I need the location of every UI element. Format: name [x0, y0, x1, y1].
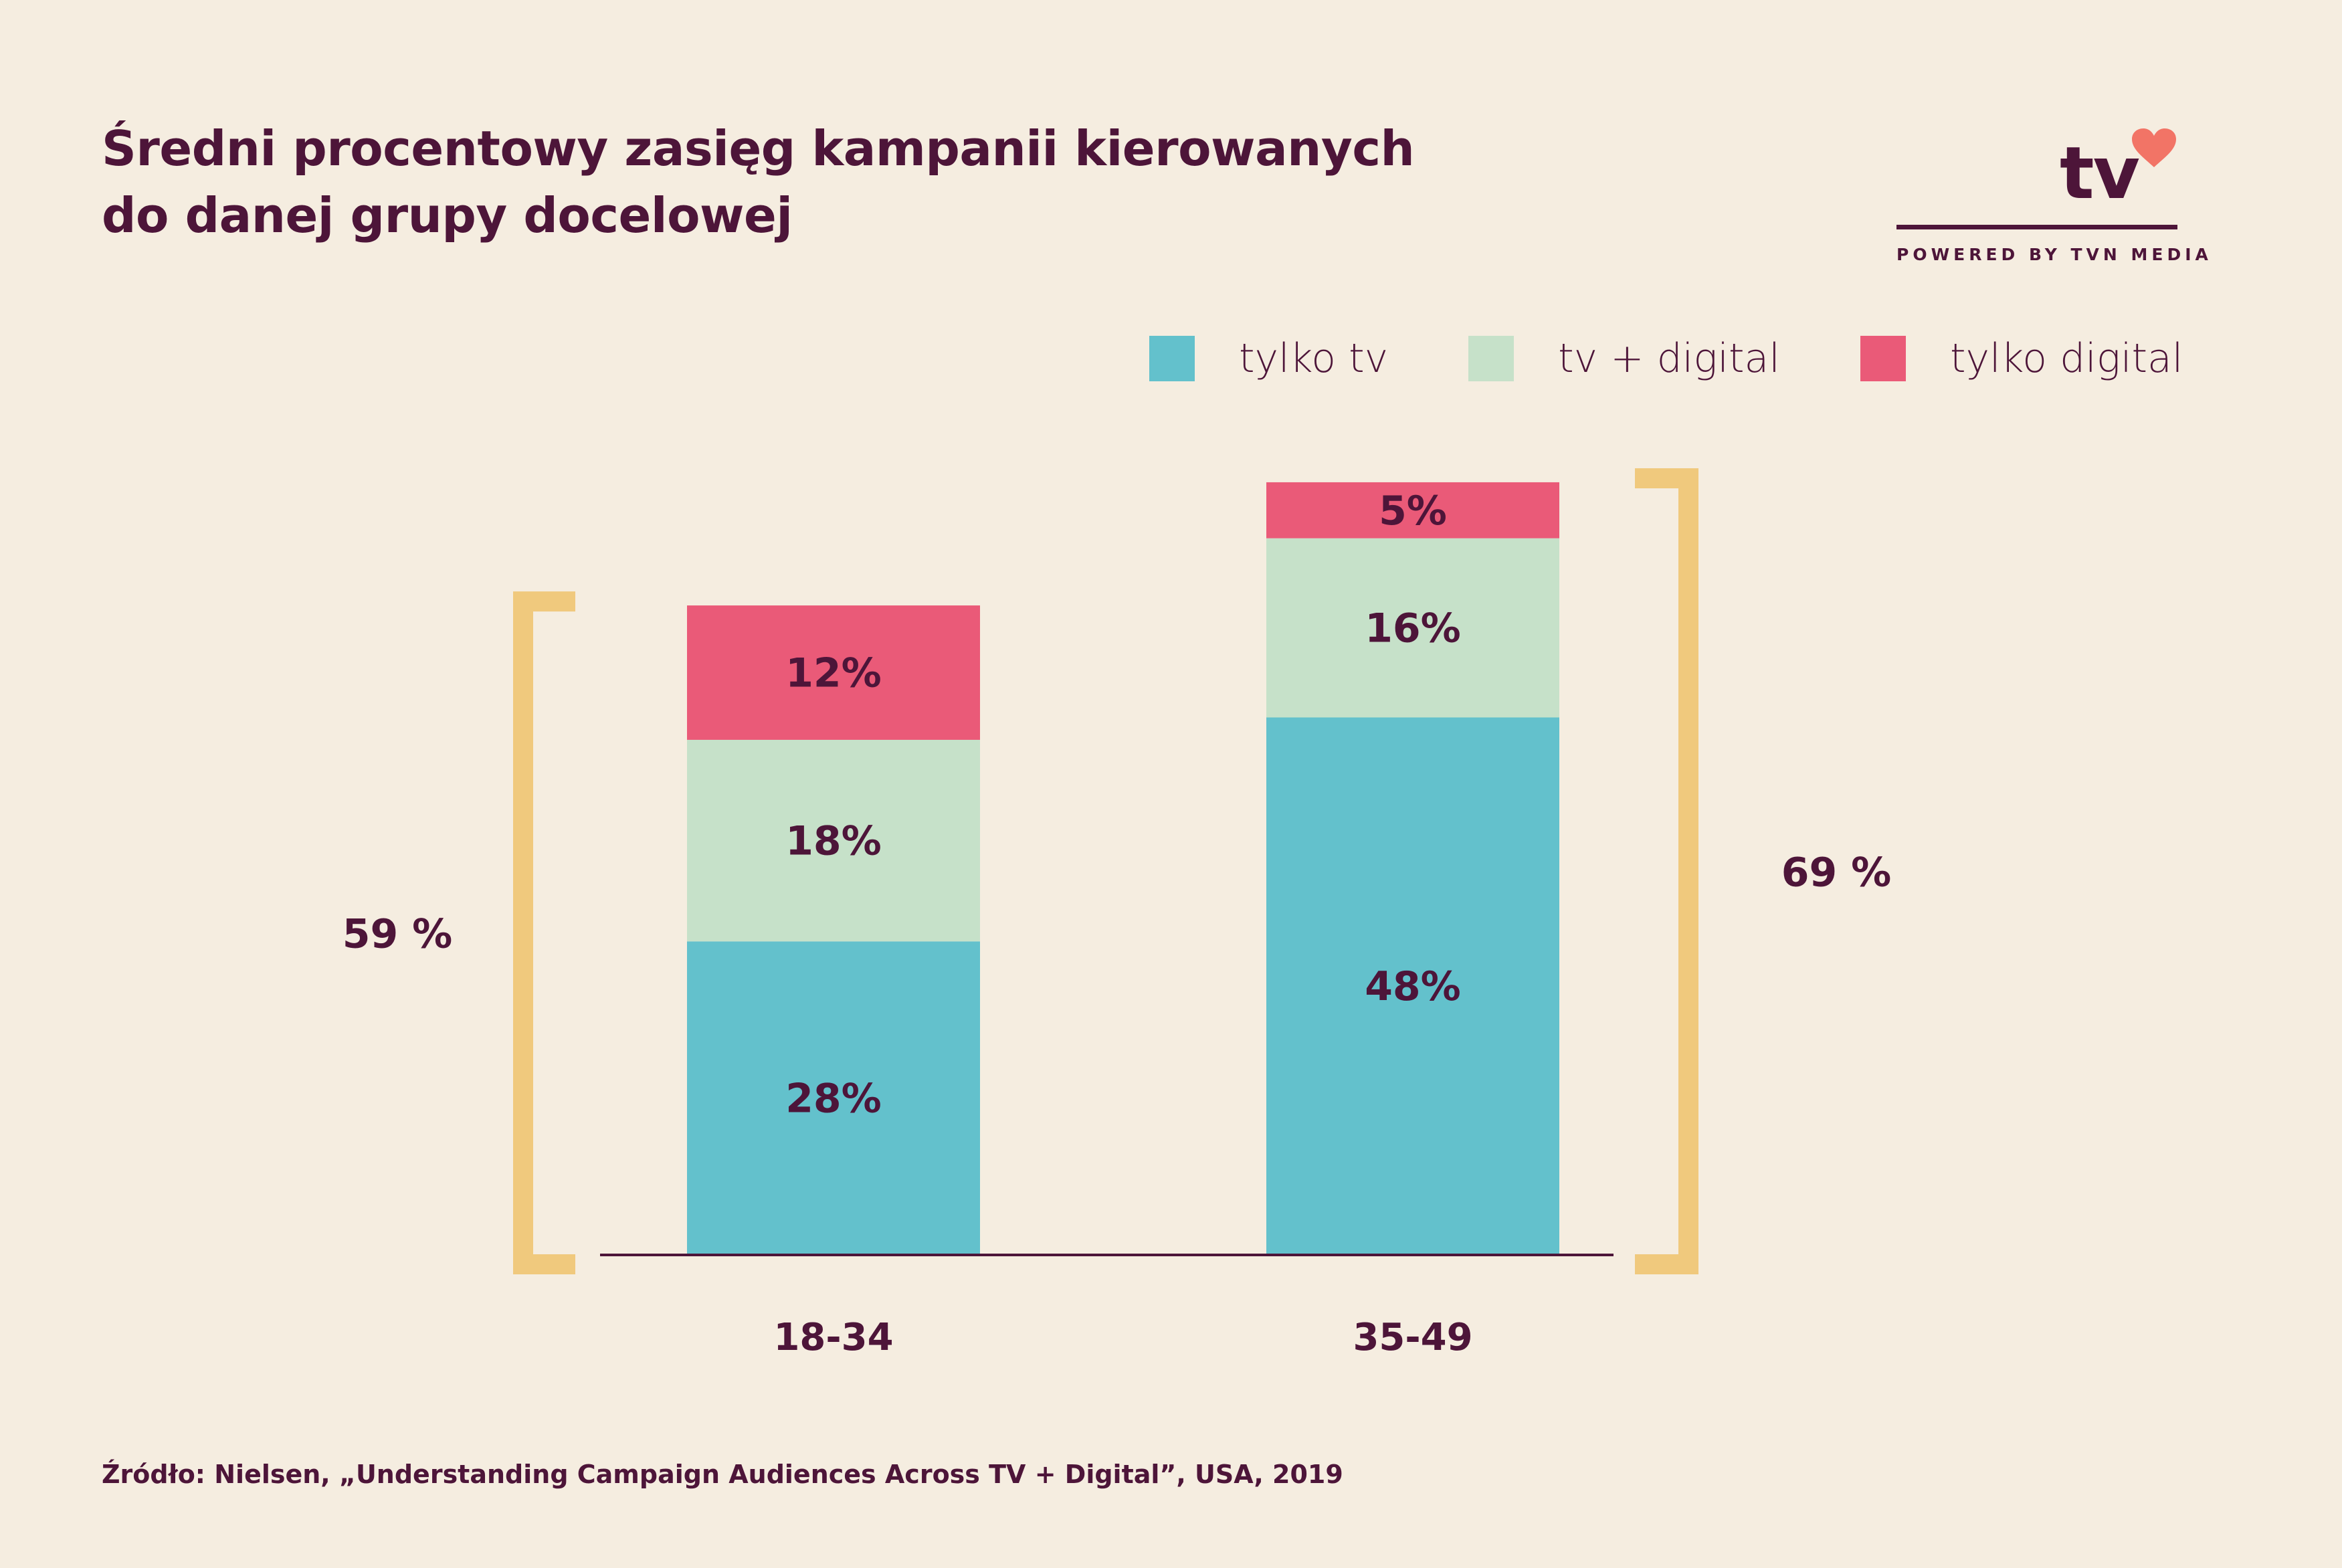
bar-segment — [687, 605, 980, 740]
legend-label: tv + digital — [1558, 335, 1780, 382]
data-label: 5% — [1379, 488, 1447, 534]
legend-swatch — [1149, 336, 1195, 381]
chart-title-line-2: do danej grupy docelowej — [102, 187, 793, 243]
bar-segment — [1266, 717, 1559, 1255]
chart-legend: tylko tv tv + digital tylko digital — [1149, 334, 2183, 383]
total-label: 69 % — [1781, 849, 1892, 896]
legend-label: tylko tv — [1239, 335, 1389, 382]
x-tick-label: 18-34 — [773, 1316, 893, 1359]
data-label: 16% — [1365, 605, 1461, 652]
logo-text: tv — [2059, 132, 2140, 215]
legend-item-1: tylko tv — [1149, 335, 1388, 382]
legend-swatch — [1468, 336, 1515, 381]
legend-swatch — [1860, 336, 1906, 381]
chart-title-line-1: Średni procentowy zasięg kampanii kierow… — [102, 120, 1415, 177]
bar-segment — [687, 739, 980, 942]
total-bracket — [1635, 468, 1698, 1274]
legend-label: tylko digital — [1949, 335, 2183, 382]
total-bracket — [513, 591, 575, 1274]
logo-tagline: POWERED BY TVN MEDIA — [1896, 245, 2212, 264]
source-note: Źródło: Nielsen, „Understanding Campaign… — [102, 1460, 1343, 1489]
data-label: 28% — [785, 1076, 882, 1122]
data-label: 18% — [785, 818, 882, 865]
legend-item-3: tylko digital — [1860, 335, 2183, 382]
legend-item-2: tv + digital — [1468, 335, 1780, 382]
tv-logo: tv POWERED BY TVN MEDIA — [1896, 127, 2212, 274]
x-tick-label: 35-49 — [1353, 1316, 1472, 1359]
bar-segment — [687, 941, 980, 1255]
heart-icon — [2132, 128, 2176, 167]
data-label: 12% — [785, 650, 882, 697]
bar-segment — [1266, 538, 1559, 718]
total-label: 59 % — [343, 911, 453, 958]
bar-segment — [1266, 482, 1559, 538]
logo-rule — [1896, 225, 2177, 229]
data-label: 48% — [1365, 963, 1461, 1010]
chart-title: Średni procentowy zasięg kampanii kierow… — [102, 115, 1415, 249]
